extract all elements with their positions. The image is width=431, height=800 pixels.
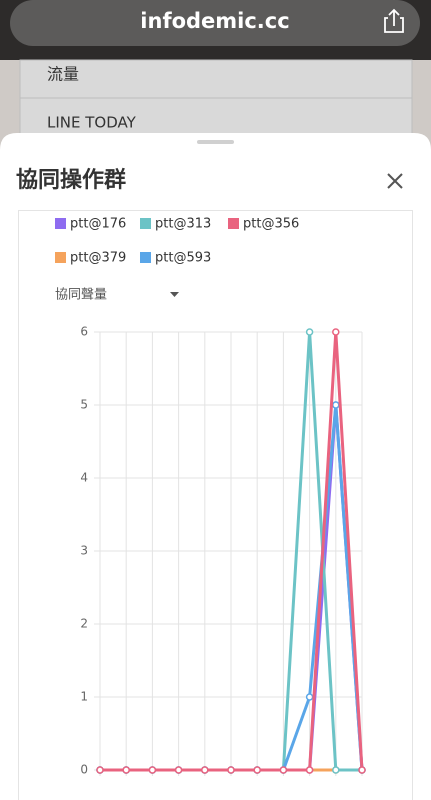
- data-point: [148, 766, 157, 774]
- data-point: [305, 766, 314, 774]
- y-tick-label: 5: [80, 398, 88, 412]
- chart-card: [18, 210, 413, 800]
- plot: 0 1 2 3 4 5 6 ptt@176 ptt@313 ptt@356 ptt@379 ptt@5…: [55, 217, 366, 777]
- data-point: [174, 766, 183, 774]
- data-point: [227, 766, 235, 774]
- legend-swatch: [140, 218, 151, 229]
- legend-label: ptt@356: [243, 217, 299, 232]
- legend-label: ptt@176: [70, 217, 126, 232]
- menu-item[interactable]: 流量: [47, 65, 79, 84]
- data-point: [122, 766, 130, 774]
- share-icon[interactable]: [384, 8, 404, 33]
- data-point: [201, 766, 209, 774]
- legend-label: ptt@593: [155, 251, 211, 266]
- y-tick-label: 3: [80, 544, 88, 558]
- data-point: [305, 693, 314, 701]
- legend-swatch: [55, 218, 66, 229]
- sheet-handle[interactable]: [197, 140, 234, 144]
- close-button[interactable]: [387, 173, 403, 189]
- data-point: [305, 328, 314, 336]
- y-tick-label: 1: [80, 690, 88, 704]
- y-tick-label: 2: [80, 617, 88, 631]
- data-point: [332, 328, 340, 336]
- data-point: [358, 766, 366, 774]
- legend-swatch: [140, 252, 151, 263]
- legend-swatch: [228, 218, 239, 229]
- data-point: [332, 401, 340, 409]
- legend-label: ptt@313: [155, 217, 211, 232]
- y-tick-label: 0: [80, 763, 88, 777]
- dropdown-arrow[interactable]: [170, 292, 179, 297]
- legend-label: ptt@379: [70, 251, 126, 266]
- url: infodemic.cc: [140, 9, 289, 33]
- data-point: [279, 766, 288, 774]
- y-tick-label: 6: [80, 325, 88, 339]
- y-tick-label: 4: [80, 471, 88, 485]
- legend-swatch: [55, 252, 66, 263]
- data-point: [332, 766, 340, 774]
- data-point: [253, 766, 261, 774]
- sheet-title: 協同操作群: [16, 167, 126, 193]
- menu-item[interactable]: LINE TODAY: [47, 114, 137, 132]
- dropdown[interactable]: 協同聲量: [55, 287, 107, 303]
- data-point: [96, 766, 104, 774]
- url-pill[interactable]: [10, 0, 420, 46]
